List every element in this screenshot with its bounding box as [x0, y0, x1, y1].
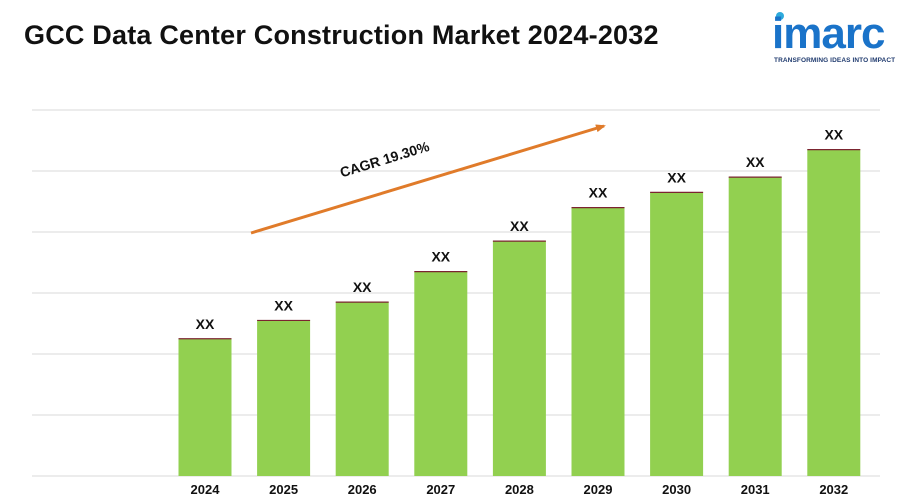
bar-2030: [650, 192, 704, 476]
logo-dot-icon: [776, 12, 784, 20]
x-tick-label-2030: 2030: [662, 482, 691, 497]
x-tick-label-2027: 2027: [426, 482, 455, 497]
bar-2029: [571, 207, 625, 476]
imarc-logo: imarc TRANSFORMING IDEAS INTO IMPACT: [770, 8, 904, 68]
bar-2031: [728, 177, 782, 476]
bar-2027: [414, 271, 468, 476]
bar-2025: [257, 320, 311, 476]
data-label-2031: XX: [746, 154, 765, 170]
data-labels: XX XX XX XX XX XX XX XX XX: [196, 127, 844, 332]
data-label-2025: XX: [274, 297, 293, 313]
x-tick-label-2028: 2028: [505, 482, 534, 497]
data-label-2024: XX: [196, 316, 215, 332]
data-label-2030: XX: [667, 169, 686, 185]
x-axis-tick-labels: 2024 2025 2026 2027 2028 2029 2030 2031 2032: [191, 482, 849, 497]
bar-2026: [335, 302, 389, 476]
bars: [178, 149, 861, 476]
x-tick-label-2024: 2024: [191, 482, 221, 497]
data-label-2027: XX: [431, 249, 450, 265]
bar-2032: [807, 149, 861, 476]
x-tick-label-2032: 2032: [819, 482, 848, 497]
logo-tagline: TRANSFORMING IDEAS INTO IMPACT: [774, 57, 896, 64]
bar-2024: [178, 338, 232, 476]
cagr-annotation: CAGR 19.30%: [338, 138, 432, 181]
x-tick-label-2029: 2029: [584, 482, 613, 497]
bar-2028: [492, 241, 546, 476]
data-label-2032: XX: [824, 127, 843, 143]
chart-title: GCC Data Center Construction Market 2024…: [24, 20, 659, 50]
logo-wordmark: imarc: [772, 9, 885, 58]
data-label-2028: XX: [510, 218, 529, 234]
cagr-arrow: [250, 124, 606, 235]
data-label-2029: XX: [589, 185, 608, 201]
x-tick-label-2025: 2025: [269, 482, 298, 497]
x-tick-label-2026: 2026: [348, 482, 377, 497]
data-label-2026: XX: [353, 279, 372, 295]
x-tick-label-2031: 2031: [741, 482, 770, 497]
